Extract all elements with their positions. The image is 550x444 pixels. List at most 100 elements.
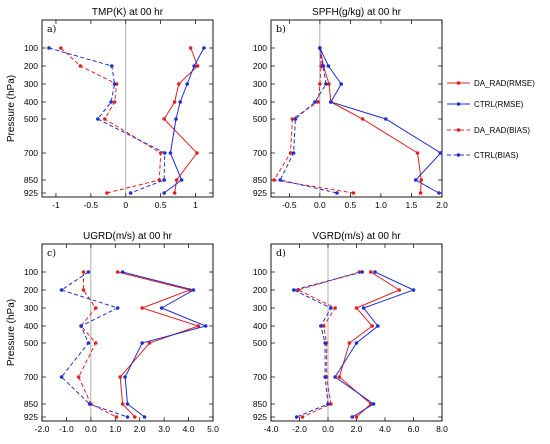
panel-c-data-point <box>142 415 147 419</box>
panel-c-data-point <box>79 324 83 328</box>
panel-d-frame <box>270 243 443 422</box>
panel-c-data-point <box>86 341 91 345</box>
panel-b-xtick-label: 1.0 <box>375 200 387 210</box>
panel-b-ytick-label: 300 <box>253 79 267 89</box>
panel-d-ytick-label: 500 <box>253 338 267 348</box>
panel-d-data-point <box>333 306 337 310</box>
panel-a-data-point <box>174 178 179 182</box>
panel-b-series-line <box>319 47 442 194</box>
panel-a-label: a) <box>47 24 56 35</box>
panel-d-xtick-label: 0.0 <box>322 424 334 434</box>
panel-c-ytick-label: 500 <box>24 338 38 348</box>
panel-a-ytick-label: 850 <box>24 175 38 185</box>
panel-b-data-point <box>318 82 322 86</box>
panel-d-data-point <box>360 270 365 274</box>
panel-d-data-point <box>300 415 305 419</box>
panel-c-data-point <box>120 270 125 274</box>
legend-label: CTRL(BIAS) <box>474 151 519 160</box>
panel-b-label: b) <box>276 24 286 35</box>
panel-b-series-line <box>279 47 338 194</box>
panel-d-data-point <box>329 402 333 406</box>
panel-c-data-point <box>81 270 86 274</box>
panel-d-data-point <box>376 324 380 328</box>
panel-a-ylabel: Pressure (hPa) <box>6 75 17 142</box>
legend-marker <box>456 102 461 106</box>
panel-c-data-point <box>125 402 130 406</box>
panel-b-series-line <box>273 47 354 194</box>
panel-b-data-point <box>291 151 296 155</box>
panel-d-xtick-label: 6.0 <box>408 424 420 434</box>
panel-d-data-point <box>354 306 359 310</box>
panel-b-data-point <box>384 117 388 121</box>
panel-d-data-point <box>354 415 359 419</box>
panel-d-xtick-label: -4.0 <box>264 424 279 434</box>
panel-c-series-line <box>78 272 117 418</box>
panel-d-ytick-label: 925 <box>253 412 267 422</box>
panel-a-ytick-label: 925 <box>24 188 38 198</box>
panel-a-xtick-label: -0.5 <box>84 200 99 210</box>
panel-c-series-line <box>122 271 208 418</box>
panel-a-frame <box>41 19 214 198</box>
panel-d-data-point <box>323 375 327 379</box>
legend-marker <box>456 128 461 132</box>
panel-b-data-point <box>438 151 443 155</box>
panel-a-data-point <box>162 178 166 182</box>
panel-a-xtick-label: 1 <box>193 200 198 210</box>
panel-c-data-point <box>76 375 81 379</box>
panel-a-data-point <box>157 178 162 182</box>
panel-b-data-point <box>293 117 298 121</box>
panel-b-data-point <box>360 117 365 121</box>
panel-d-data-point <box>370 324 374 328</box>
panel-a-data-point <box>192 64 196 68</box>
panel-c-data-point <box>140 341 144 345</box>
panel-c-series-line <box>60 271 128 418</box>
panel-d-data-point <box>373 270 377 274</box>
panel-c-data-point <box>125 415 130 419</box>
panel-b-data-point <box>413 178 418 182</box>
panel-a-data-point <box>59 46 63 50</box>
panel-a-data-point <box>195 151 199 155</box>
panel-d-ytick-label: 400 <box>253 321 267 331</box>
panel-c-data-point <box>196 324 201 328</box>
panel-d-data-point <box>319 324 323 328</box>
panel-a-ytick-label: 400 <box>24 97 38 107</box>
panel-a-ytick-label: 300 <box>24 79 38 89</box>
panel-c-data-point <box>59 288 64 292</box>
panel-c-xtick-label: -2.0 <box>35 424 50 434</box>
panel-b-ytick-label: 200 <box>253 61 267 71</box>
panel-c-data-point <box>123 375 127 379</box>
panel-d-data-point <box>333 375 337 379</box>
panel-c-ytick-label: 200 <box>24 285 38 295</box>
panel-b-xtick-label: 0.0 <box>314 200 326 210</box>
panel-d-data-point <box>368 270 373 274</box>
panel-c-data-point <box>159 306 164 310</box>
panel-c-ytick-label: 400 <box>24 321 38 331</box>
panel-c-xtick-label: 4.0 <box>183 424 195 434</box>
panel-b-data-point <box>419 178 424 182</box>
panel-d-ytick-label: 200 <box>253 285 267 295</box>
panel-d-data-point <box>350 415 355 419</box>
panel-b-data-point <box>318 46 322 50</box>
panel-d-data-point <box>371 402 376 406</box>
panel-a-xtick-label: 0.5 <box>155 200 167 210</box>
panel-b-xtick-label: 2.0 <box>436 200 448 210</box>
panel-b-xtick-label: -0.5 <box>282 200 297 210</box>
panel-d-xtick-label: -2.0 <box>292 424 307 434</box>
panel-a-data-point <box>105 191 109 195</box>
panel-a-ytick-label: 700 <box>24 148 38 158</box>
panel-c-ytick-label: 700 <box>24 372 38 382</box>
legend-marker <box>456 81 461 85</box>
panel-d-data-point <box>323 341 327 345</box>
panel-a-data-point <box>112 82 117 86</box>
panel-a-xtick-label: -1 <box>52 200 60 210</box>
panel-c-data-point <box>115 306 120 310</box>
panel-a-data-point <box>172 100 177 104</box>
panel-c-data-point <box>115 270 120 274</box>
panel-a-data-point <box>112 100 117 104</box>
panel-d-ytick-label: 700 <box>253 372 267 382</box>
panel-b-data-point <box>351 191 356 195</box>
legend-label: DA_RAD(RMSE) <box>474 79 535 88</box>
panel-a-data-point <box>172 191 177 195</box>
panel-d-ytick-label: 100 <box>253 267 267 277</box>
panel-a-data-point <box>158 151 163 155</box>
